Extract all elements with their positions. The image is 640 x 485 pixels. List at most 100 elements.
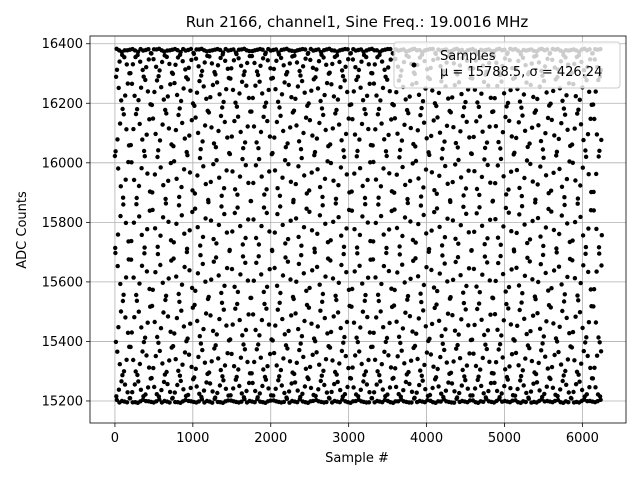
data-point (446, 96, 451, 101)
data-point (323, 357, 329, 362)
data-point (320, 194, 325, 200)
data-point (342, 78, 347, 83)
data-point (342, 392, 348, 397)
data-point (144, 132, 149, 137)
data-point (400, 326, 406, 331)
data-point (385, 77, 390, 82)
data-point (267, 267, 272, 272)
data-point (359, 59, 364, 64)
data-point (160, 122, 165, 127)
data-point (232, 284, 237, 289)
data-point (577, 97, 582, 103)
data-point (424, 136, 429, 141)
data-point (336, 215, 341, 220)
data-point (467, 351, 472, 356)
data-point (365, 314, 370, 320)
data-point (497, 342, 503, 347)
data-point (245, 124, 250, 129)
data-point (450, 95, 455, 100)
data-point (231, 386, 236, 391)
data-point (503, 289, 508, 294)
data-point (451, 125, 456, 130)
data-point (200, 261, 205, 267)
data-point (281, 63, 286, 68)
data-point (464, 363, 470, 368)
data-point (535, 311, 540, 316)
data-point (220, 374, 225, 379)
data-point (593, 385, 598, 390)
data-point (309, 88, 314, 93)
data-point (203, 311, 209, 316)
data-point (171, 240, 176, 245)
data-point (211, 141, 217, 146)
data-point (267, 134, 273, 139)
data-point (559, 121, 564, 126)
data-point (361, 379, 366, 384)
data-point (431, 118, 436, 123)
data-point (260, 383, 265, 389)
data-point (253, 163, 259, 168)
data-point (285, 141, 290, 146)
data-point (551, 88, 556, 94)
data-point (499, 391, 504, 396)
data-point (232, 210, 237, 216)
data-point (309, 228, 315, 233)
data-point (294, 123, 299, 128)
data-point (598, 349, 604, 354)
data-point (157, 348, 162, 354)
data-point (421, 185, 426, 190)
data-point (464, 211, 469, 216)
data-point (517, 99, 523, 104)
data-point (399, 138, 405, 143)
data-point (119, 379, 124, 384)
data-point (131, 275, 136, 280)
data-point (402, 361, 407, 366)
data-point (493, 217, 498, 222)
data-point (556, 264, 562, 269)
data-point (353, 65, 358, 70)
data-point (496, 347, 501, 352)
data-point (283, 145, 288, 150)
data-point (414, 331, 419, 336)
data-point (172, 331, 177, 336)
data-point (154, 78, 160, 83)
data-point (357, 263, 362, 268)
data-point (415, 128, 420, 133)
data-point (156, 340, 161, 345)
data-point (472, 322, 477, 328)
data-point (306, 50, 311, 56)
data-point (275, 99, 281, 105)
data-point (235, 114, 241, 119)
data-point (421, 120, 427, 125)
data-point (145, 385, 151, 390)
data-point (182, 231, 187, 236)
data-point (296, 164, 301, 169)
data-point (415, 274, 421, 279)
data-point (295, 400, 300, 405)
data-point (415, 356, 420, 362)
data-point (387, 320, 392, 326)
data-point (137, 361, 143, 367)
data-point (428, 352, 434, 357)
data-point (551, 321, 556, 326)
data-point (501, 91, 507, 96)
data-point (596, 154, 601, 159)
data-point (485, 260, 490, 265)
data-point (187, 133, 192, 138)
data-point (530, 277, 535, 282)
data-point (477, 290, 482, 295)
data-point (228, 337, 233, 342)
data-point (424, 265, 429, 270)
data-point (301, 225, 307, 230)
data-point (541, 243, 546, 249)
data-point (560, 308, 565, 314)
data-point (394, 172, 399, 177)
data-point (479, 383, 484, 389)
data-point (203, 216, 208, 221)
data-point (138, 387, 144, 392)
data-point (301, 271, 306, 276)
data-point (312, 250, 317, 255)
data-point (170, 344, 176, 349)
data-point (209, 125, 214, 130)
data-point (477, 192, 482, 198)
